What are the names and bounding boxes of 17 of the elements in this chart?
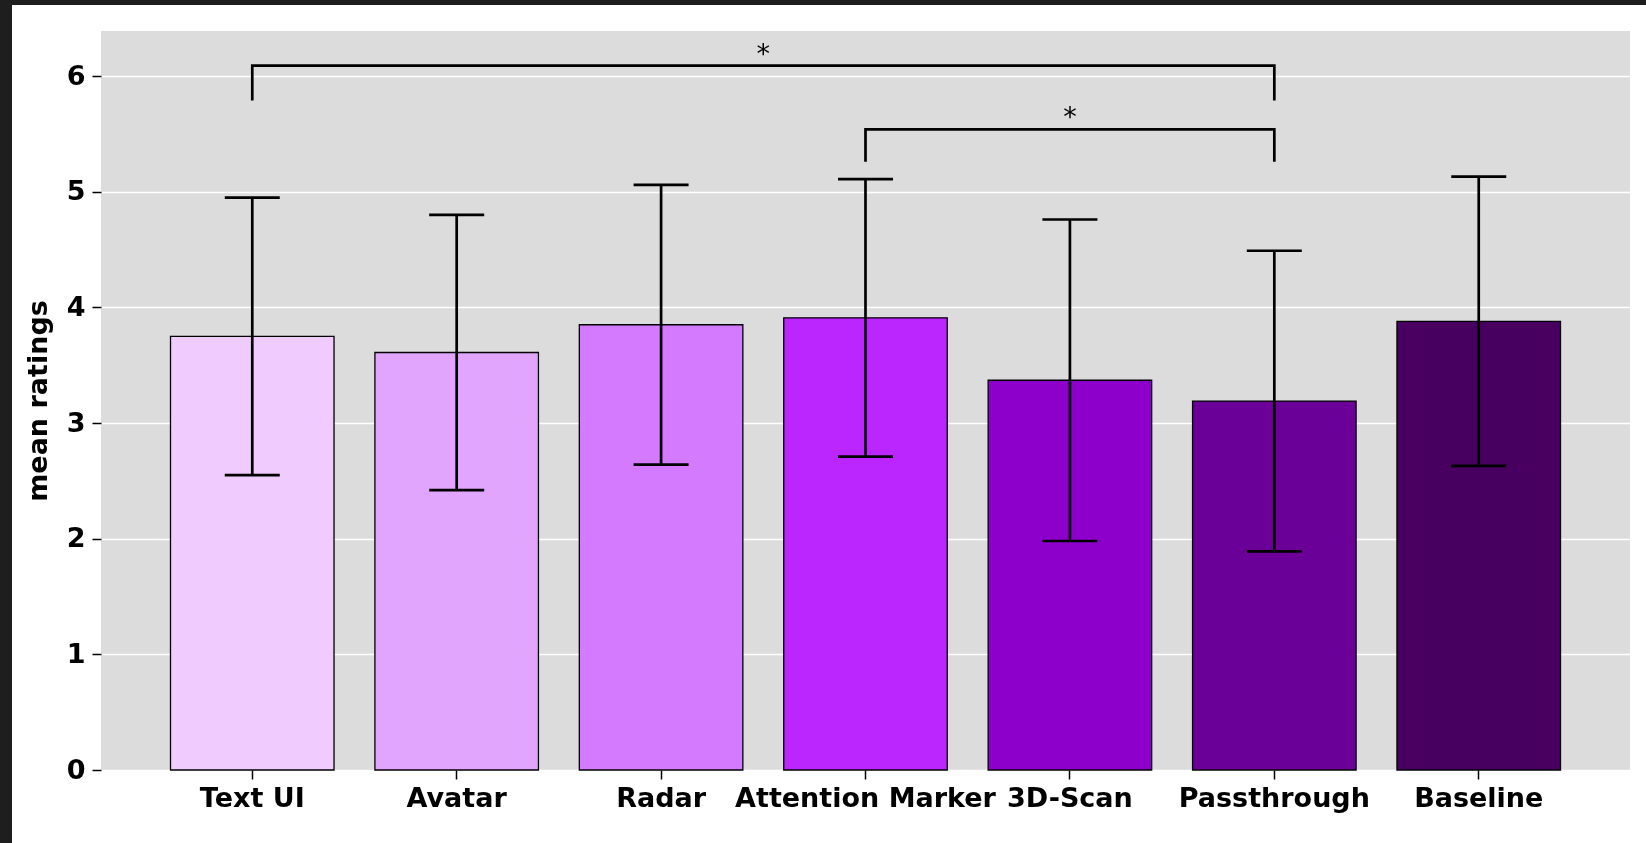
y-tick-label: 0 (66, 753, 86, 785)
x-tick-label: Baseline (1414, 781, 1544, 813)
y-tick-label: 3 (66, 406, 86, 438)
x-tick-label: Passthrough (1178, 781, 1370, 813)
x-tick-label: Radar (616, 781, 707, 813)
annotation: * (1063, 101, 1077, 133)
y-tick-label: 4 (66, 290, 86, 322)
x-tick-label: Avatar (406, 781, 508, 813)
x-tick-label: Attention Marker (735, 781, 997, 813)
x-tick-label: 3D-Scan (1007, 781, 1133, 813)
y-tick-label: 5 (66, 175, 86, 207)
y-tick-label: 6 (66, 59, 86, 91)
y-tick-label: 2 (66, 522, 86, 554)
y-tick-label: 1 (66, 637, 86, 669)
y-axis-title: mean ratings (21, 300, 53, 502)
x-tick-label: Text UI (199, 781, 305, 813)
annotation: * (756, 37, 771, 69)
